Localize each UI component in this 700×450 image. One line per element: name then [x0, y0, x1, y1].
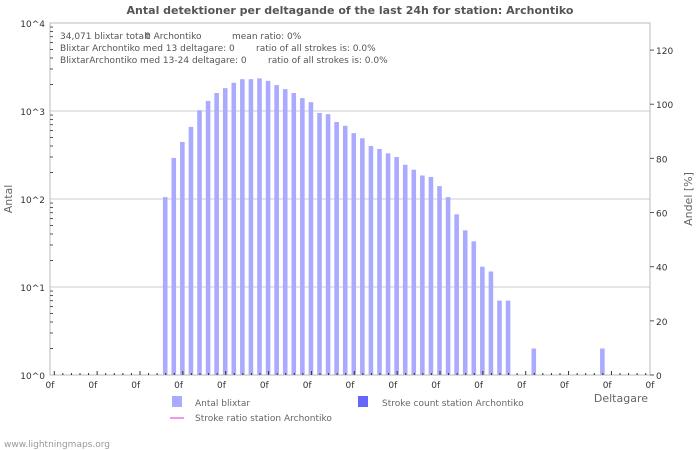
bar: [248, 79, 254, 375]
x-tick-label: 0f: [603, 381, 613, 391]
y2-tick-label: 20: [656, 318, 668, 328]
bar: [531, 348, 537, 375]
bar: [454, 214, 459, 375]
bar: [308, 102, 314, 375]
y2-tick-label: 40: [656, 264, 668, 274]
bar: [420, 175, 425, 375]
bar: [445, 197, 451, 375]
bar: [282, 89, 288, 376]
bar: [377, 148, 382, 375]
bar: [368, 146, 374, 375]
y2-tick-label: 80: [656, 155, 668, 165]
bar: [428, 176, 434, 375]
legend-swatch-antal: [172, 396, 182, 407]
bar: [222, 88, 228, 376]
x-tick-label: 0f: [646, 381, 656, 391]
legend-stroke-count: Stroke count station Archontiko: [382, 399, 524, 409]
bar: [171, 157, 177, 375]
bar: [197, 110, 202, 375]
info-line-1: 34,071 blixtar totalt0 Archontiko mean ra…: [60, 32, 302, 42]
x-tick-label: 0f: [517, 381, 527, 391]
bar: [214, 93, 219, 375]
legend-antal: Antal blixtar: [195, 399, 250, 409]
bar: [162, 197, 168, 375]
x-tick-label: 0f: [346, 381, 356, 391]
bar: [385, 153, 391, 375]
x-tick-label: 0f: [174, 381, 184, 391]
bar: [471, 241, 477, 375]
x-tick-label: 0f: [560, 381, 570, 391]
chart-title: Antal detektioner per deltagande of the …: [127, 4, 574, 17]
bar: [317, 112, 322, 375]
footer-credit: www.lightningmaps.org: [4, 440, 110, 450]
bar: [231, 82, 237, 376]
y2-tick-label: 60: [656, 210, 668, 220]
bar: [351, 133, 357, 375]
bar: [265, 80, 271, 375]
bar: [257, 78, 262, 375]
bar: [325, 114, 331, 375]
y2-tick-label: 100: [656, 101, 673, 111]
x-tick-label: 0f: [217, 381, 227, 391]
bar: [274, 85, 279, 375]
y-tick-label: 10^0: [20, 372, 45, 382]
x-tick-label: 0f: [388, 381, 398, 391]
y-tick-label: 10^3: [20, 108, 45, 118]
y2-tick-label: 0: [656, 372, 662, 382]
bar: [180, 141, 185, 375]
y-tick-label: 10^2: [20, 196, 45, 206]
bar: [205, 100, 211, 375]
bar: [600, 348, 605, 375]
legend-ratio: Stroke ratio station Archontiko: [195, 414, 332, 424]
info-line-2: Blixtar Archontiko med 13 deltagare: 0 ra…: [60, 44, 376, 54]
bar: [505, 300, 511, 375]
bar: [291, 93, 297, 375]
bar: [480, 266, 485, 375]
bar: [488, 271, 494, 375]
bar: [437, 186, 442, 375]
y2-tick-label: 120: [656, 47, 673, 57]
x-tick-label: 0f: [431, 381, 441, 391]
y-tick-label: 10^1: [20, 284, 45, 294]
x-tick-label: 0f: [474, 381, 484, 391]
bar: [402, 164, 408, 375]
x-tick-label: 0f: [46, 381, 56, 391]
legend-swatch-stroke-count: [358, 396, 368, 407]
y2-axis-label: Andel [%]: [682, 172, 695, 226]
bar: [411, 169, 417, 375]
bar: [462, 230, 468, 375]
plot-frame: [49, 22, 651, 376]
bar: [394, 157, 399, 375]
x-tick-label: 0f: [303, 381, 313, 391]
bar: [240, 79, 245, 375]
info-line-3: BlixtarArchontiko med 13-24 deltagare: 0…: [60, 56, 388, 66]
bar: [334, 121, 339, 376]
bar: [342, 125, 348, 375]
bar: [497, 300, 502, 375]
bar: [360, 138, 365, 375]
x-tick-label: 0f: [131, 381, 141, 391]
x-axis-label: Deltagare: [594, 392, 648, 405]
y-tick-label: 10^4: [20, 20, 45, 30]
bar: [300, 98, 305, 375]
x-tick-label: 0f: [88, 381, 98, 391]
x-tick-label: 0f: [260, 381, 270, 391]
y-axis-label: Antal: [2, 185, 15, 214]
bar: [188, 126, 194, 376]
